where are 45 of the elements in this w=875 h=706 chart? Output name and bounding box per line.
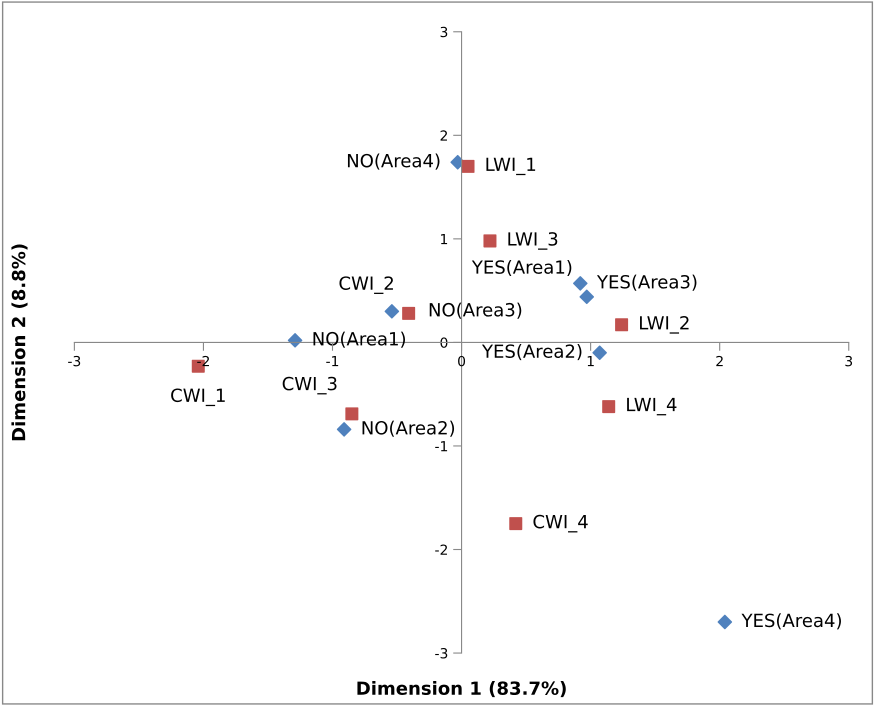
point: [462, 160, 475, 173]
annotation: YES(Area4): [741, 613, 841, 630]
point: [345, 407, 358, 420]
annotation: NO(Area2): [362, 420, 454, 437]
annotation: NO(Area3): [430, 302, 522, 319]
x-tick-label: 1: [588, 356, 594, 366]
point: [573, 276, 588, 291]
point: [402, 306, 416, 320]
x-tick-label: 3: [845, 356, 852, 366]
y-tick-label: 1: [441, 234, 448, 244]
annotation: YES(Area2): [482, 344, 582, 360]
annotation: YES(Area3): [596, 274, 696, 291]
point: [602, 400, 616, 414]
point: [718, 614, 732, 630]
y-tick-label: 3: [440, 26, 448, 38]
point: [483, 234, 496, 248]
x-tick-label: 2: [716, 356, 723, 366]
annotation: LWI_3: [508, 232, 558, 250]
annotation: CWI_1: [171, 388, 225, 406]
point: [592, 345, 607, 360]
annotation: LWI_4: [627, 398, 676, 416]
point: [615, 318, 628, 332]
annotation: YES(Area1): [472, 260, 572, 276]
annotation: CWI_4: [533, 514, 588, 532]
annotation: CWI_2: [339, 276, 393, 294]
y-tick-label: -3: [435, 648, 448, 659]
point: [288, 333, 302, 348]
x-tick-label: -2: [197, 356, 209, 366]
y-tick-label: 2: [440, 130, 447, 141]
annotation: LWI_1: [486, 158, 536, 176]
point: [579, 290, 594, 304]
point: [336, 422, 352, 437]
point: [509, 517, 522, 530]
x-tick-label: -1: [326, 356, 338, 366]
annotation: NO(Area1): [314, 332, 406, 348]
y-tick-label: -1: [435, 441, 448, 452]
point: [384, 304, 400, 319]
annotation: LWI_2: [640, 316, 689, 334]
x-tick-label: 0: [458, 356, 466, 366]
x-tick-label: -3: [68, 356, 80, 366]
annotation: NO(Area4): [348, 154, 440, 170]
y-tick-label: -2: [435, 544, 447, 555]
x-axis-title: Dimension 1 (83.7%): [357, 681, 566, 698]
y-axis-title: Dimension 2 (8.8%): [11, 244, 28, 440]
annotation: CWI_3: [282, 376, 337, 394]
